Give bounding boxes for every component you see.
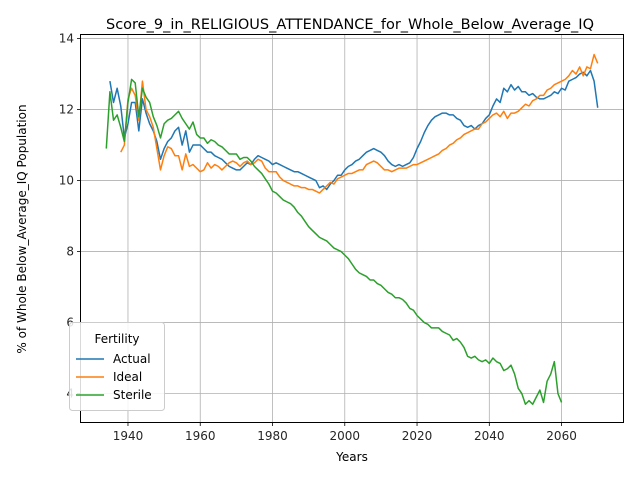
y-axis-label: % of Whole Below_Average_IQ Population	[15, 104, 29, 353]
x-tick-label: 1980	[257, 429, 288, 443]
legend-title: Fertility	[94, 332, 139, 346]
y-tick-label: 8	[66, 245, 74, 259]
series-line-ideal	[120, 53, 599, 194]
x-axis-label: Years	[335, 450, 368, 464]
series-layer	[105, 53, 599, 405]
x-tick-label: 2000	[329, 429, 360, 443]
x-tick-label: 2040	[474, 429, 505, 443]
series-line-sterile	[105, 78, 563, 405]
y-tick-label: 10	[59, 174, 74, 188]
x-tick-label: 2060	[546, 429, 577, 443]
x-axis: 1940 1960 1980 2000 2020 2040 2060	[113, 422, 577, 443]
x-tick-label: 2020	[402, 429, 433, 443]
legend-box	[69, 322, 165, 411]
chart-title: Score_9_in_RELIGIOUS_ATTENDANCE_for_Whol…	[106, 17, 594, 33]
x-tick-label: 1960	[185, 429, 216, 443]
series-line-actual	[109, 69, 599, 191]
legend: Fertility Actual Ideal Sterile	[69, 322, 165, 411]
grid-lines	[81, 35, 623, 422]
y-tick-label: 6	[66, 316, 74, 330]
x-tick-label: 1940	[113, 429, 144, 443]
y-tick-label: 14	[59, 32, 74, 46]
legend-label-ideal: Ideal	[113, 370, 142, 384]
legend-entries: Actual Ideal Sterile	[76, 352, 152, 402]
legend-label-actual: Actual	[113, 352, 151, 366]
y-tick-label: 12	[59, 103, 74, 117]
legend-label-sterile: Sterile	[113, 388, 152, 402]
plot-frame	[80, 34, 624, 423]
